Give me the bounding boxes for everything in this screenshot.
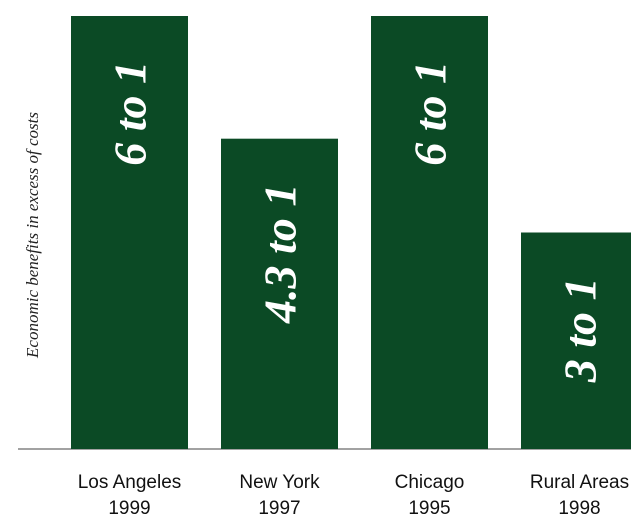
x-tick-label: 1999 [108, 498, 150, 519]
x-tick-label: Los Angeles [78, 472, 182, 493]
bar [371, 16, 488, 449]
x-tick-label: 1997 [258, 498, 300, 519]
bar [521, 232, 631, 449]
value-label: 6 to 1 [105, 61, 156, 166]
bar [221, 138, 338, 449]
y-axis-label: Economic benefits in excess of costs [23, 112, 42, 359]
x-tick-label: Rural Areas [530, 472, 629, 493]
x-tick-label: Chicago [395, 472, 465, 493]
value-label: 6 to 1 [405, 61, 456, 166]
x-tick-label: New York [239, 472, 320, 493]
x-tick-label: 1998 [558, 498, 600, 519]
x-tick-label: 1995 [408, 498, 450, 519]
value-label: 4.3 to 1 [255, 184, 306, 324]
value-label: 3 to 1 [555, 278, 606, 384]
bar [71, 16, 188, 449]
